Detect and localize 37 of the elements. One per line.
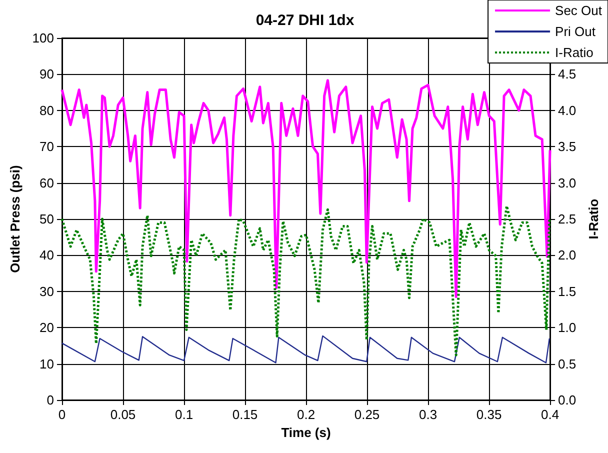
y-axis-title: Outlet Press (psi) [7, 165, 22, 273]
y-tick-label: 50 [40, 212, 54, 226]
x-tick-label: 0 [58, 407, 66, 422]
x-tick-label: 0.3 [418, 407, 438, 422]
y2-tick-label: 3.5 [558, 139, 576, 154]
chart-title: 04-27 DHI 1dx [256, 12, 355, 29]
y2-tick-label: 3.0 [558, 175, 576, 190]
y2-axis-title: I-Ratio [586, 198, 601, 240]
y2-tick-label: 0.5 [558, 356, 576, 372]
x-tick-label: 0.25 [354, 407, 380, 422]
y-tick-label: 70 [40, 139, 54, 154]
y-tick-label: 20 [40, 320, 54, 336]
x-tick-label: 0.1 [174, 407, 194, 422]
y-tick-label: 80 [40, 102, 54, 118]
y-tick-label: 0 [46, 392, 54, 408]
y2-tick-label: 4.0 [558, 102, 576, 118]
y-tick-label: 30 [40, 284, 54, 299]
y-tick-label: 40 [40, 248, 54, 263]
y-tick-label: 90 [40, 66, 54, 82]
x-tick-label: 0.05 [110, 407, 136, 422]
y-tick-label: 100 [32, 30, 54, 46]
y2-tick-label: 2.5 [558, 212, 576, 226]
y2-tick-label: 1.0 [558, 320, 576, 336]
x-tick-label: 0.2 [296, 407, 316, 422]
y2-tick-label: 2.0 [558, 248, 576, 263]
x-tick-label: 0.4 [540, 407, 560, 422]
x-axis-title: Time (s) [281, 424, 331, 440]
y-tick-label: 60 [40, 175, 54, 190]
y2-tick-label: 4.5 [558, 66, 576, 82]
y-tick-label: 10 [40, 356, 54, 372]
y2-tick-label: 1.5 [558, 284, 576, 299]
legend-label: Pri Out [555, 24, 596, 39]
legend-label: I-Ratio [555, 45, 594, 60]
y2-tick-label: 0.0 [558, 392, 576, 408]
x-tick-label: 0.35 [476, 407, 502, 422]
legend-label: Sec Out [555, 3, 602, 18]
x-tick-label: 0.15 [232, 407, 258, 422]
